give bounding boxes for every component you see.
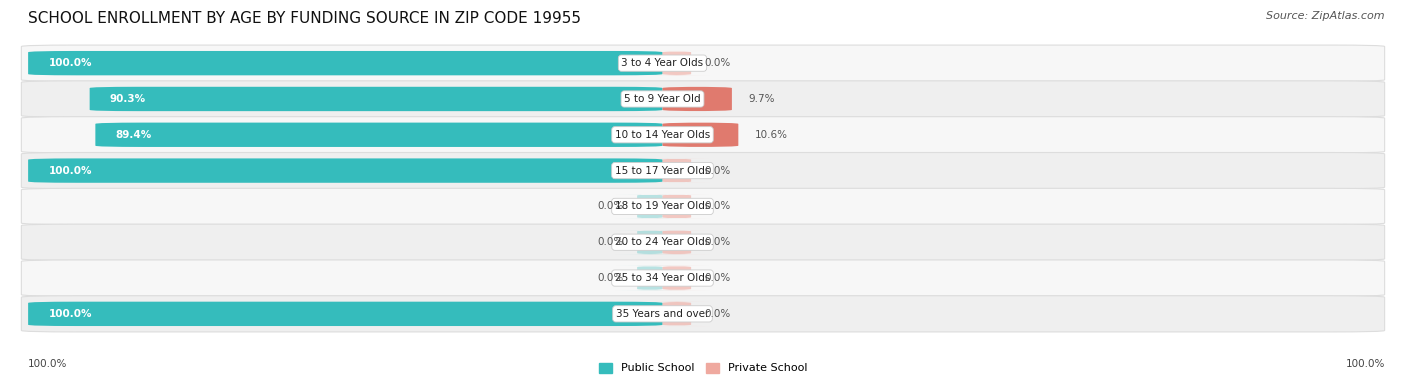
- Text: 5 to 9 Year Old: 5 to 9 Year Old: [624, 94, 700, 104]
- FancyBboxPatch shape: [28, 302, 662, 326]
- Text: Source: ZipAtlas.com: Source: ZipAtlas.com: [1267, 11, 1385, 21]
- FancyBboxPatch shape: [644, 51, 710, 75]
- Legend: Public School, Private School: Public School, Private School: [595, 358, 811, 377]
- Text: 18 to 19 Year Olds: 18 to 19 Year Olds: [614, 201, 710, 211]
- FancyBboxPatch shape: [21, 45, 1385, 81]
- Text: 100.0%: 100.0%: [28, 359, 67, 369]
- FancyBboxPatch shape: [28, 51, 662, 75]
- FancyBboxPatch shape: [644, 230, 710, 254]
- Text: 0.0%: 0.0%: [704, 58, 731, 68]
- Text: 20 to 24 Year Olds: 20 to 24 Year Olds: [614, 237, 710, 247]
- Text: 100.0%: 100.0%: [48, 58, 91, 68]
- FancyBboxPatch shape: [90, 87, 662, 111]
- FancyBboxPatch shape: [21, 296, 1385, 332]
- Text: 90.3%: 90.3%: [110, 94, 146, 104]
- Text: 15 to 17 Year Olds: 15 to 17 Year Olds: [614, 166, 710, 176]
- Text: 3 to 4 Year Olds: 3 to 4 Year Olds: [621, 58, 703, 68]
- FancyBboxPatch shape: [644, 302, 710, 326]
- FancyBboxPatch shape: [644, 158, 710, 183]
- Text: 0.0%: 0.0%: [704, 273, 731, 283]
- Text: 35 Years and over: 35 Years and over: [616, 309, 709, 319]
- Text: 9.7%: 9.7%: [748, 94, 775, 104]
- Text: 10 to 14 Year Olds: 10 to 14 Year Olds: [614, 130, 710, 140]
- Text: 0.0%: 0.0%: [598, 237, 624, 247]
- FancyBboxPatch shape: [662, 87, 733, 111]
- Text: 0.0%: 0.0%: [704, 237, 731, 247]
- FancyBboxPatch shape: [616, 230, 685, 254]
- FancyBboxPatch shape: [21, 260, 1385, 296]
- Text: 0.0%: 0.0%: [704, 201, 731, 211]
- FancyBboxPatch shape: [96, 123, 662, 147]
- Text: 89.4%: 89.4%: [115, 130, 152, 140]
- Text: 0.0%: 0.0%: [704, 309, 731, 319]
- FancyBboxPatch shape: [662, 123, 738, 147]
- FancyBboxPatch shape: [644, 194, 710, 219]
- FancyBboxPatch shape: [644, 266, 710, 290]
- Text: 0.0%: 0.0%: [704, 166, 731, 176]
- FancyBboxPatch shape: [21, 153, 1385, 188]
- FancyBboxPatch shape: [21, 224, 1385, 260]
- Text: 0.0%: 0.0%: [598, 201, 624, 211]
- FancyBboxPatch shape: [21, 117, 1385, 153]
- FancyBboxPatch shape: [28, 158, 662, 183]
- Text: 100.0%: 100.0%: [48, 166, 91, 176]
- Text: SCHOOL ENROLLMENT BY AGE BY FUNDING SOURCE IN ZIP CODE 19955: SCHOOL ENROLLMENT BY AGE BY FUNDING SOUR…: [28, 11, 581, 26]
- Text: 0.0%: 0.0%: [598, 273, 624, 283]
- Text: 25 to 34 Year Olds: 25 to 34 Year Olds: [614, 273, 710, 283]
- Text: 100.0%: 100.0%: [48, 309, 91, 319]
- FancyBboxPatch shape: [21, 188, 1385, 224]
- FancyBboxPatch shape: [616, 266, 685, 290]
- Text: 10.6%: 10.6%: [755, 130, 787, 140]
- FancyBboxPatch shape: [21, 81, 1385, 117]
- FancyBboxPatch shape: [616, 194, 685, 219]
- Text: 100.0%: 100.0%: [1346, 359, 1385, 369]
